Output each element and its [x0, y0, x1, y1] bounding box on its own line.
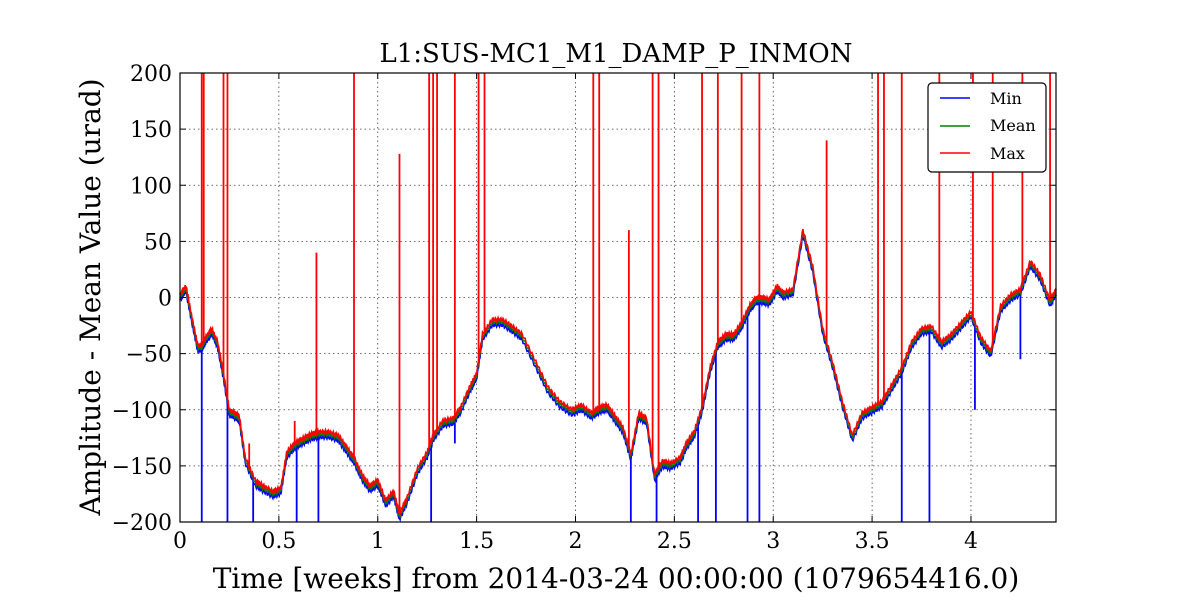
y-tick-label: 0 [158, 287, 172, 312]
series-layer [179, 228, 1057, 523]
x-tick-label: 3.5 [855, 529, 890, 554]
legend: Min Mean Max [927, 82, 1047, 173]
chart-title: L1:SUS-MC1_M1_DAMP_P_INMON [379, 39, 852, 69]
grid-lines [180, 73, 1056, 522]
tick-labels: 0 0.5 1 1.5 2 2.5 3 3.5 4 −200 −150 −100 −50 0 50 100 15… [112, 62, 978, 554]
tick-marks [179, 72, 1056, 523]
y-tick-label: 150 [130, 118, 172, 143]
legend-mean-label: Mean [990, 116, 1036, 135]
series-min-line [179, 234, 1057, 523]
x-tick-label: 0 [173, 529, 187, 554]
x-axis-label: Time [weeks] from 2014-03-24 00:00:00 (1… [213, 562, 1020, 595]
y-tick-label: 50 [144, 230, 172, 255]
y-tick-label: −150 [112, 455, 172, 480]
x-tick-label: 2.5 [657, 529, 692, 554]
x-tick-label: 3 [766, 529, 780, 554]
legend-max-label: Max [990, 144, 1025, 163]
series-max-line [179, 228, 1057, 517]
spike-layer [200, 73, 1051, 522]
y-axis-label: Amplitude - Mean Value (urad) [74, 78, 107, 516]
y-tick-label: 200 [130, 62, 172, 87]
x-tick-label: 0.5 [261, 529, 296, 554]
x-tick-label: 1.5 [459, 529, 494, 554]
series-mean-line [179, 231, 1057, 520]
x-tick-label: 1 [371, 529, 385, 554]
y-tick-label: −50 [126, 343, 172, 368]
legend-box [927, 82, 1047, 173]
x-tick-label: 4 [964, 529, 978, 554]
y-tick-label: −100 [112, 399, 172, 424]
x-tick-label: 2 [568, 529, 582, 554]
y-tick-label: 100 [130, 174, 172, 199]
legend-min-label: Min [990, 89, 1022, 108]
y-tick-label: −200 [112, 511, 172, 536]
